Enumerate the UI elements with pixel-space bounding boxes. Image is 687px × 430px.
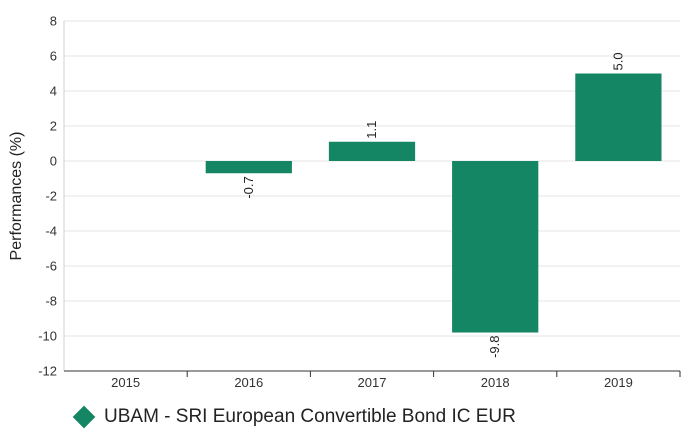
data-label-2019: 5.0 (610, 52, 625, 70)
data-label-2016: -0.7 (241, 176, 256, 198)
bar-2018[interactable] (452, 161, 539, 333)
y-tick-label: -10 (38, 329, 57, 344)
y-axis-title: Performances (%) (8, 132, 25, 261)
data-label-2017: 1.1 (364, 121, 379, 139)
x-axis-ticks: 2015 2016 2017 2018 2019 (64, 370, 681, 390)
y-tick-label: -12 (38, 364, 57, 379)
y-tick-label: -8 (45, 294, 57, 309)
y-tick-label: 8 (50, 14, 57, 29)
y-tick-label: 6 (50, 49, 57, 64)
data-labels: -0.7 1.1 -9.8 5.0 (241, 52, 626, 357)
legend-marker (72, 405, 96, 429)
x-tick-label: 2019 (604, 375, 633, 390)
x-tick-label: 2018 (481, 375, 510, 390)
legend[interactable]: UBAM - SRI European Convertible Bond IC … (72, 405, 516, 429)
x-tick-label: 2015 (111, 375, 140, 390)
x-tick-label: 2016 (234, 375, 263, 390)
data-label-2018: -9.8 (487, 336, 502, 358)
y-axis-ticks: 8 6 4 2 0 -2 -4 -6 -8 -10 -12 (38, 14, 57, 379)
y-tick-label: -6 (45, 259, 57, 274)
bar-2019[interactable] (575, 73, 662, 162)
x-tick-label: 2017 (358, 375, 387, 390)
y-tick-label: -4 (45, 224, 57, 239)
bar-2016[interactable] (205, 161, 292, 174)
y-tick-label: -2 (45, 189, 57, 204)
bars (205, 73, 662, 333)
y-tick-label: 0 (50, 154, 57, 169)
y-tick-label: 4 (50, 84, 57, 99)
legend-label: UBAM - SRI European Convertible Bond IC … (104, 406, 516, 427)
y-tick-label: 2 (50, 119, 57, 134)
bar-2017[interactable] (328, 141, 416, 161)
